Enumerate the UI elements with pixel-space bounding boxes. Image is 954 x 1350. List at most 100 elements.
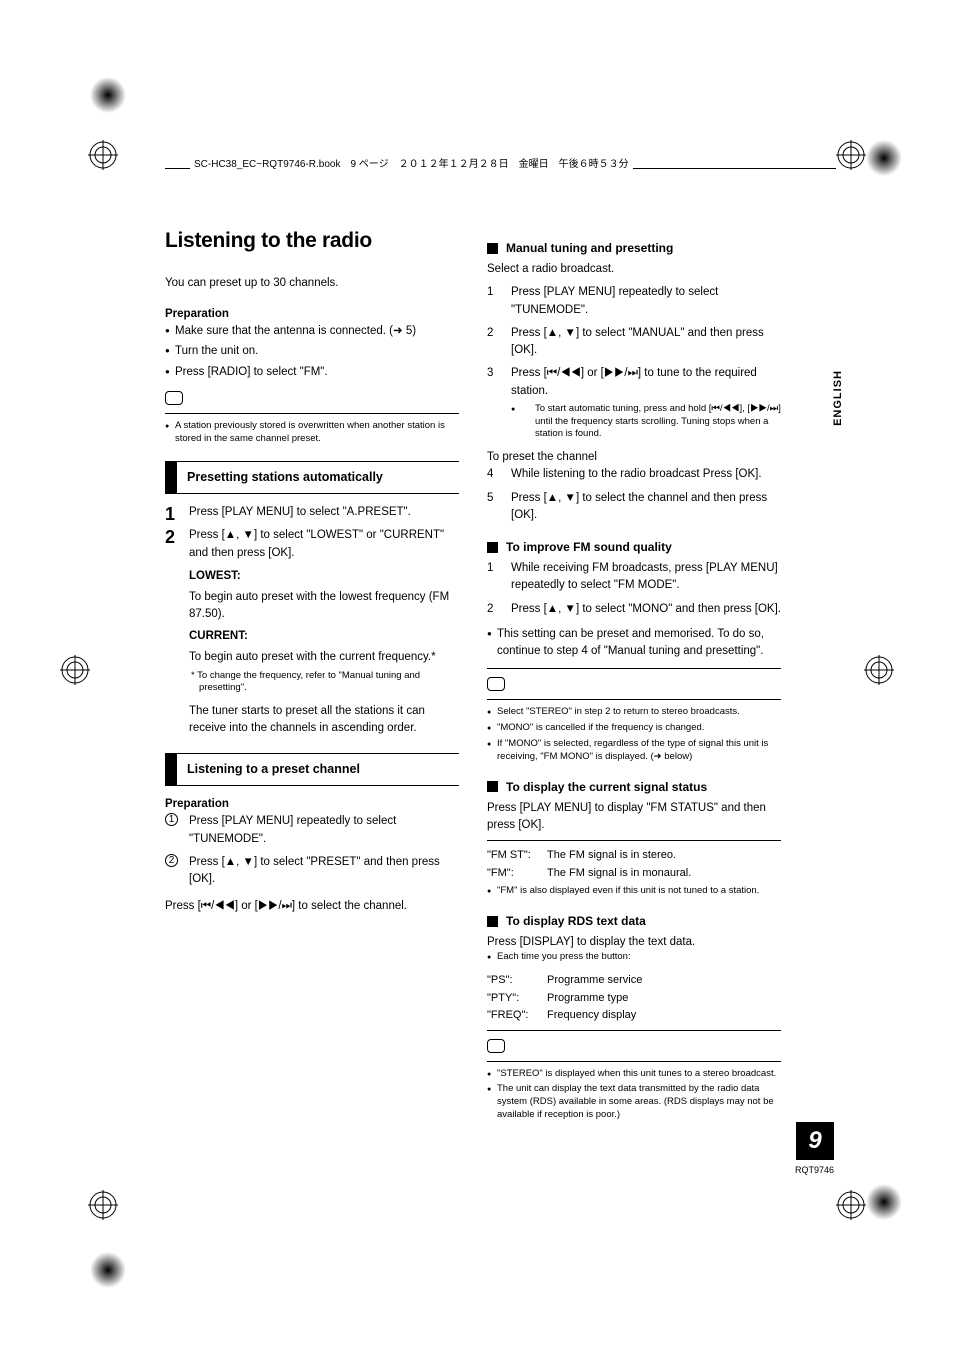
current-footnote: * To change the frequency, refer to "Man… xyxy=(165,670,459,695)
step-list: 1Press [PLAY MENU] to select "A.PRESET".… xyxy=(165,504,459,562)
note-text: "FM" is also displayed even if this unit… xyxy=(487,885,781,898)
note-icon xyxy=(487,1039,505,1053)
list-item: This setting can be preset and memorised… xyxy=(487,626,781,661)
list-item: Make sure that the antenna is connected.… xyxy=(165,323,459,340)
corner-mark-icon xyxy=(864,1182,904,1222)
step-item: 1 Press [PLAY MENU] repeatedly to select … xyxy=(165,813,459,848)
note-list: "FM" is also displayed even if this unit… xyxy=(487,885,781,898)
current-label: CURRENT: xyxy=(165,628,459,645)
step-item: 3 Press [⏮/◀◀] or [▶▶/⏭] to tune to the r… xyxy=(487,365,781,441)
step-text: While receiving FM broadcasts, press [PL… xyxy=(511,562,778,591)
preparation-label: Preparation xyxy=(165,796,459,813)
step-number: 2 xyxy=(165,524,175,551)
step-item: 1Press [PLAY MENU] to select "A.PRESET". xyxy=(165,504,459,521)
step-text: Press [▲, ▼] to select "PRESET" and then… xyxy=(189,856,440,885)
step-item: 2Press [▲, ▼] to select "MANUAL" and the… xyxy=(487,325,781,360)
sub-heading: To improve FM sound quality xyxy=(487,538,781,556)
step-number: 5 xyxy=(487,490,493,507)
step-item: 2 Press [▲, ▼] to select "LOWEST" or "CUR… xyxy=(165,527,459,562)
note-text: Select "STEREO" in step 2 to return to s… xyxy=(487,706,781,719)
step-text: While listening to the radio broadcast P… xyxy=(511,468,762,480)
step-item: 1Press [PLAY MENU] repeatedly to select … xyxy=(487,284,781,319)
lowest-label: LOWEST: xyxy=(165,568,459,585)
note-icon xyxy=(165,391,183,405)
step-list: 1 Press [PLAY MENU] repeatedly to select … xyxy=(165,813,459,888)
reg-mark-icon xyxy=(88,1190,118,1220)
current-text: To begin auto preset with the current fr… xyxy=(165,649,459,666)
square-icon xyxy=(487,542,498,553)
intro-text: You can preset up to 30 channels. xyxy=(165,275,459,292)
section-tail: Press [⏮/◀◀] or [▶▶/⏭] to select the cha… xyxy=(165,898,459,915)
def-term: "FREQ": xyxy=(487,1007,547,1024)
note-list: "STEREO" is displayed when this unit tun… xyxy=(487,1068,781,1122)
reg-mark-icon xyxy=(836,140,866,170)
language-tab: ENGLISH xyxy=(832,370,844,426)
note-text: A station previously stored is overwritt… xyxy=(165,420,459,446)
square-icon xyxy=(487,781,498,792)
page-content: Listening to the radio You can preset up… xyxy=(165,225,780,1130)
intro-text: Select a radio broadcast. xyxy=(487,261,781,278)
def-term: "FM ST": xyxy=(487,847,547,864)
sub-heading-text: To display RDS text data xyxy=(506,912,646,930)
step-list: 1 While receiving FM broadcasts, press [P… xyxy=(487,560,781,618)
note-list: A station previously stored is overwritt… xyxy=(165,420,459,446)
step-number: 2 xyxy=(487,601,493,618)
section-heading: Listening to a preset channel xyxy=(165,753,459,786)
rule xyxy=(487,840,781,841)
rule xyxy=(487,1030,781,1031)
right-column: Manual tuning and presetting Select a ra… xyxy=(487,225,781,1130)
step-item: 5 Press [▲, ▼] to select the channel and … xyxy=(487,490,781,525)
note-text: The unit can display the text data trans… xyxy=(487,1083,781,1121)
bullet-list: This setting can be preset and memorised… xyxy=(487,626,781,661)
page-title: Listening to the radio xyxy=(165,225,459,257)
step-number: 2 xyxy=(165,854,178,867)
step-number: 3 xyxy=(487,365,493,382)
note-text: "STEREO" is displayed when this unit tun… xyxy=(487,1068,781,1081)
corner-mark-icon xyxy=(864,138,904,178)
preset-label: To preset the channel xyxy=(487,449,781,466)
square-icon xyxy=(487,916,498,927)
reg-mark-icon xyxy=(836,1190,866,1220)
intro-text: Press [DISPLAY] to display the text data… xyxy=(487,934,781,951)
def-desc: The FM signal is in monaural. xyxy=(547,865,781,882)
step-item: 1 While receiving FM broadcasts, press [P… xyxy=(487,560,781,595)
note-list: Select "STEREO" in step 2 to return to s… xyxy=(487,706,781,763)
section-bar-icon xyxy=(165,462,177,493)
sub-heading-text: To improve FM sound quality xyxy=(506,538,672,556)
def-desc: Programme type xyxy=(547,990,781,1007)
rule xyxy=(487,699,781,700)
def-term: "FM": xyxy=(487,865,547,882)
page-number-badge: 9 xyxy=(796,1122,834,1160)
step-item: 4 While listening to the radio broadcast … xyxy=(487,466,781,483)
step-number: 2 xyxy=(487,325,493,342)
sub-note-list: To start automatic tuning, press and hol… xyxy=(511,403,781,441)
left-column: Listening to the radio You can preset up… xyxy=(165,225,459,1130)
reg-mark-icon xyxy=(60,655,90,685)
note-list: Each time you press the button: xyxy=(487,951,781,964)
step-number: 4 xyxy=(487,466,493,483)
reg-mark-icon xyxy=(864,655,894,685)
corner-mark-icon xyxy=(88,1250,128,1290)
step-item: 2 Press [▲, ▼] to select "MONO" and then … xyxy=(487,601,781,618)
def-desc: Programme service xyxy=(547,972,781,989)
step-text: Press [PLAY MENU] repeatedly to select "… xyxy=(511,286,718,315)
document-code: RQT9746 xyxy=(795,1165,834,1175)
definition-list: "FM ST":The FM signal is in stereo. "FM"… xyxy=(487,847,781,881)
intro-text: Press [PLAY MENU] to display "FM STATUS"… xyxy=(487,800,781,835)
step-text: Press [PLAY MENU] repeatedly to select "… xyxy=(189,815,396,844)
header-filepath: SC-HC38_EC~RQT9746-R.book 9 ページ ２０１２年１２月… xyxy=(190,155,633,170)
def-term: "PS": xyxy=(487,972,547,989)
rule xyxy=(165,413,459,414)
step-number: 1 xyxy=(165,813,178,826)
step-text: Press [⏮/◀◀] or [▶▶/⏭] to tune to the re… xyxy=(511,367,757,396)
corner-mark-icon xyxy=(88,75,128,115)
step-text: Press [▲, ▼] to select the channel and t… xyxy=(511,492,767,521)
rule xyxy=(487,668,781,669)
step-text: Press [▲, ▼] to select "MONO" and then p… xyxy=(511,603,781,615)
section-tail: The tuner starts to preset all the stati… xyxy=(165,703,459,738)
step-number: 1 xyxy=(487,560,493,577)
sub-heading: To display the current signal status xyxy=(487,778,781,796)
section-title: Listening to a preset channel xyxy=(187,754,360,785)
step-text: Press [▲, ▼] to select "LOWEST" or "CURR… xyxy=(189,529,444,558)
note-icon xyxy=(487,677,505,691)
